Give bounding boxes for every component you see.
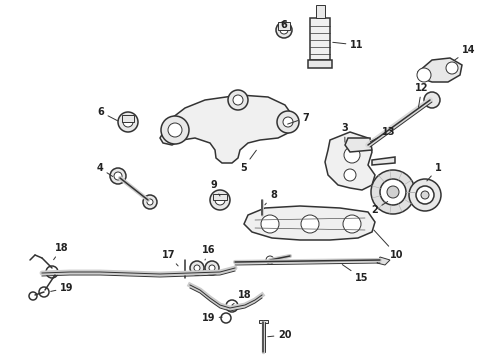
Circle shape (226, 300, 238, 312)
Circle shape (371, 170, 415, 214)
Text: 16: 16 (202, 245, 216, 260)
Circle shape (221, 313, 231, 323)
Text: 10: 10 (374, 230, 403, 260)
Circle shape (46, 266, 58, 278)
Circle shape (123, 117, 133, 127)
Circle shape (301, 215, 319, 233)
Text: 2: 2 (371, 202, 388, 215)
Text: 18: 18 (53, 243, 69, 260)
Circle shape (118, 112, 138, 132)
Text: 12: 12 (415, 83, 428, 107)
Circle shape (110, 168, 126, 184)
Circle shape (344, 147, 360, 163)
Text: 13: 13 (370, 127, 395, 142)
Polygon shape (244, 206, 375, 240)
Circle shape (233, 95, 243, 105)
Circle shape (209, 265, 215, 271)
Text: 3: 3 (341, 123, 348, 142)
Text: 14: 14 (454, 45, 475, 60)
Text: 7: 7 (288, 113, 309, 124)
Polygon shape (325, 132, 375, 190)
Polygon shape (122, 115, 134, 122)
Text: 6: 6 (280, 20, 287, 30)
Circle shape (277, 111, 299, 133)
Text: 9: 9 (210, 180, 220, 196)
Circle shape (343, 215, 361, 233)
Text: 19: 19 (201, 313, 222, 323)
Circle shape (409, 179, 441, 211)
Circle shape (39, 287, 49, 297)
Circle shape (416, 186, 434, 204)
Circle shape (380, 179, 406, 205)
Circle shape (424, 92, 440, 108)
Circle shape (421, 191, 429, 199)
Polygon shape (310, 18, 330, 60)
Text: 15: 15 (343, 265, 368, 283)
Circle shape (147, 199, 153, 205)
Polygon shape (345, 138, 372, 152)
Circle shape (143, 195, 157, 209)
Circle shape (266, 256, 274, 264)
Polygon shape (160, 95, 293, 163)
Polygon shape (377, 257, 390, 265)
Circle shape (168, 123, 182, 137)
Circle shape (387, 186, 399, 198)
Circle shape (194, 265, 200, 271)
Text: 4: 4 (96, 163, 113, 176)
Circle shape (161, 116, 189, 144)
Text: 8: 8 (265, 190, 277, 205)
Text: 19: 19 (51, 283, 74, 293)
Polygon shape (213, 194, 227, 200)
Text: 5: 5 (240, 150, 256, 173)
Circle shape (190, 261, 204, 275)
Text: 11: 11 (333, 40, 364, 50)
Polygon shape (259, 320, 268, 323)
Text: 18: 18 (232, 290, 252, 305)
Text: 20: 20 (268, 330, 292, 340)
Polygon shape (308, 60, 332, 68)
Circle shape (114, 172, 122, 180)
Text: 17: 17 (162, 250, 178, 266)
Circle shape (283, 117, 293, 127)
Text: 1: 1 (427, 163, 442, 181)
Circle shape (417, 68, 431, 82)
Text: 6: 6 (97, 107, 118, 121)
Circle shape (210, 190, 230, 210)
Circle shape (276, 22, 292, 38)
Polygon shape (372, 157, 395, 165)
Circle shape (446, 62, 458, 74)
Circle shape (228, 90, 248, 110)
Circle shape (29, 292, 37, 300)
Circle shape (280, 26, 288, 34)
Polygon shape (316, 5, 325, 18)
Polygon shape (418, 58, 462, 82)
Circle shape (215, 195, 225, 205)
Circle shape (205, 261, 219, 275)
Circle shape (261, 215, 279, 233)
Circle shape (344, 169, 356, 181)
Polygon shape (278, 22, 290, 30)
